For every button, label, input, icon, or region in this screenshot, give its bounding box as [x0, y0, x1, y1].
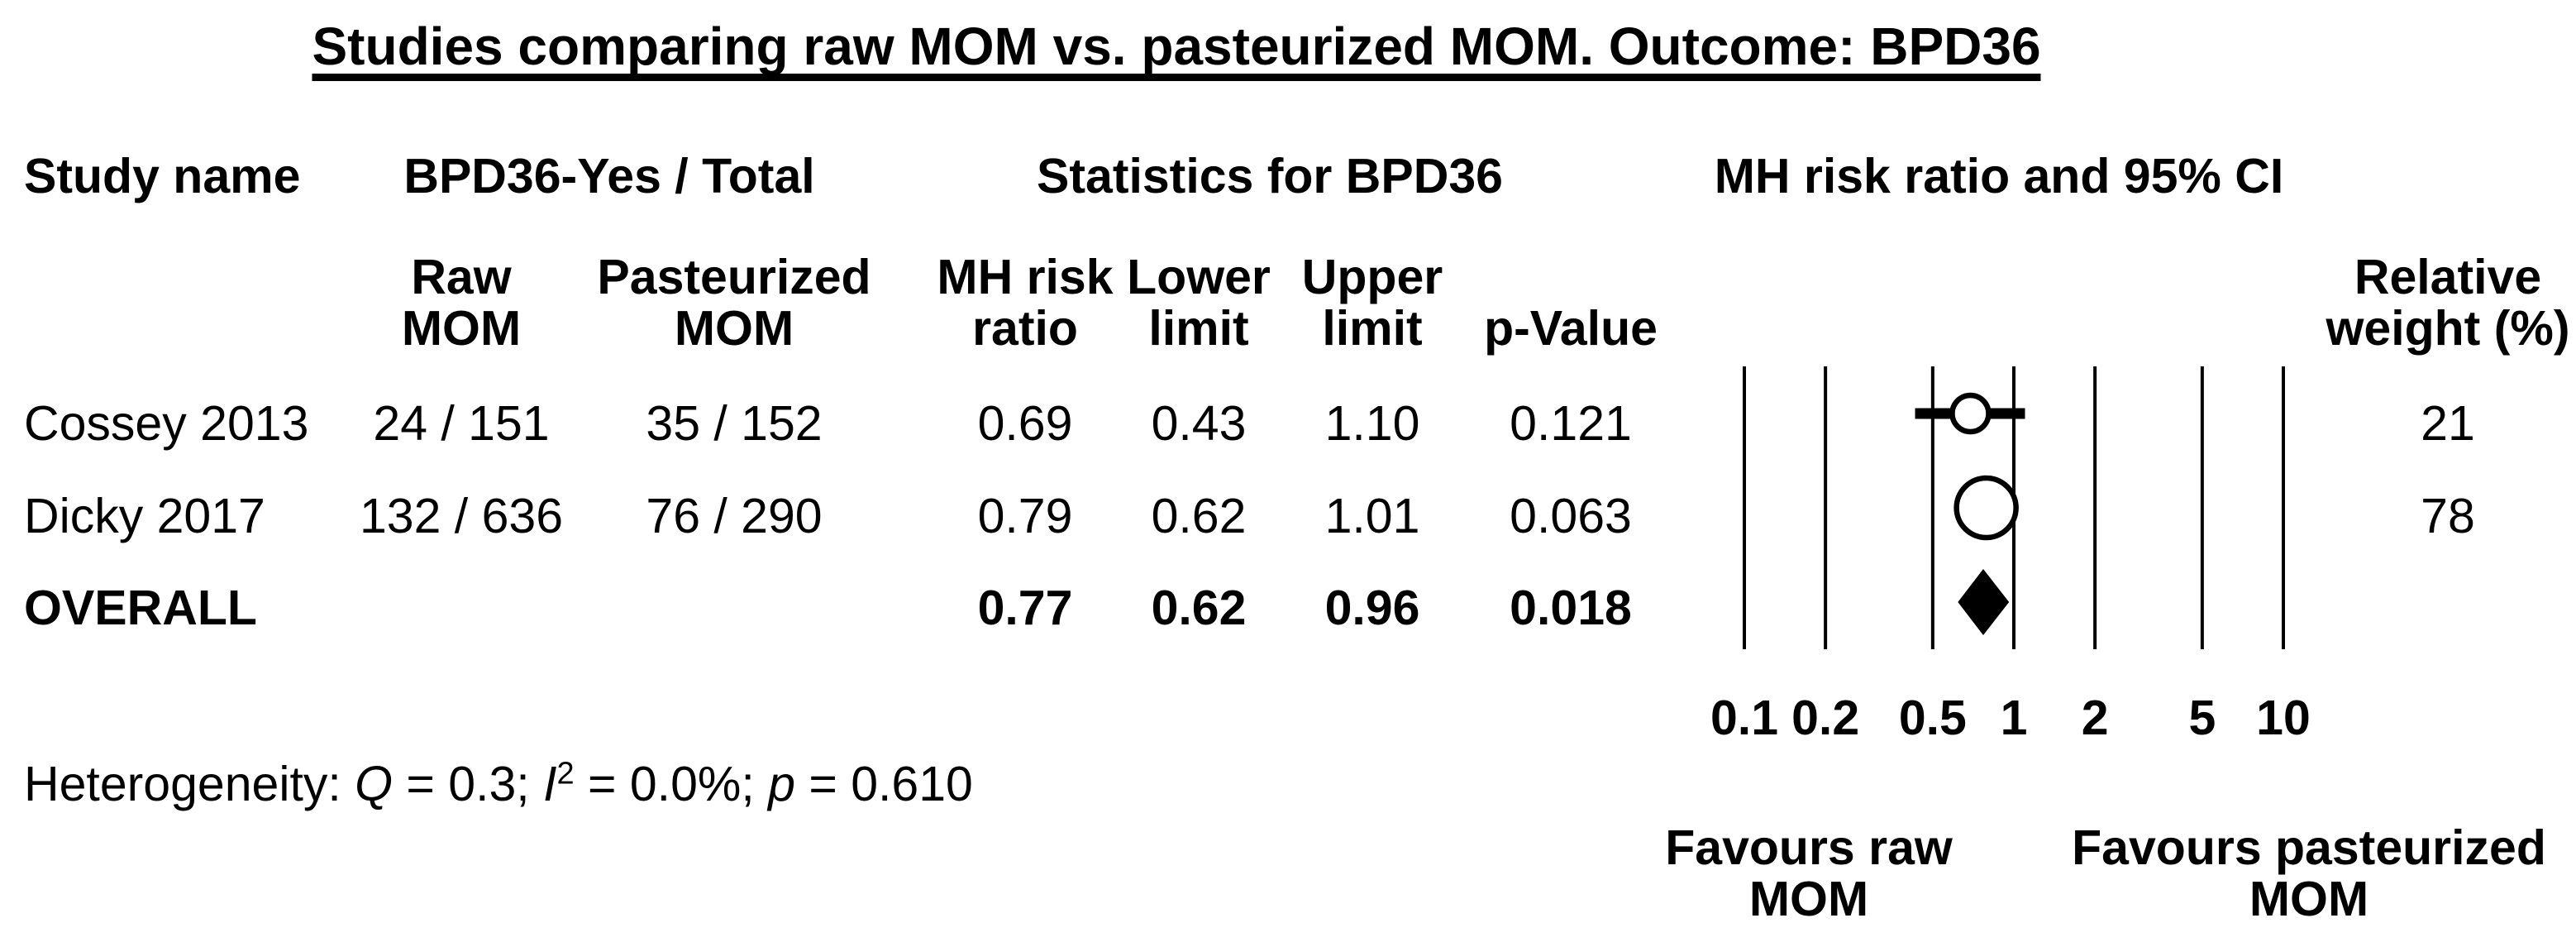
axis-tick-label-10: 10: [2256, 691, 2311, 745]
column-header-raw-mom: Raw MOM: [401, 250, 522, 356]
cell-study-name: Dicky 2017: [24, 489, 265, 543]
heterogeneity-i-superscript: 2: [556, 756, 575, 791]
cell-p-value: 0.063: [1510, 489, 1632, 543]
axis-tick-label-1: 1: [2000, 691, 2028, 745]
cell-relative-weight: 78: [2421, 489, 2475, 543]
cell-upper-limit: 1.10: [1324, 396, 1420, 451]
cell-mh-risk-ratio: 0.77: [977, 581, 1073, 635]
heterogeneity-note: Heterogeneity: Q = 0.3; I2 = 0.0%; p = 0…: [24, 756, 973, 811]
column-header-statistics-group: Statistics for BPD36: [1037, 149, 1503, 203]
column-header-p-value: p-Value: [1484, 301, 1658, 356]
cell-p-value: 0.018: [1510, 581, 1632, 635]
study-point-circle-marker: [1949, 392, 1992, 435]
favours-right-label: Favours pasteurized MOM: [2072, 820, 2546, 926]
axis-tick-label-0.1: 0.1: [1710, 691, 1779, 745]
column-header-mh-risk-ratio: MH risk ratio: [937, 250, 1114, 356]
axis-tick-label-0.2: 0.2: [1791, 691, 1860, 745]
cell-lower-limit: 0.62: [1151, 489, 1247, 543]
cell-relative-weight: 21: [2421, 396, 2475, 451]
heterogeneity-label: Heterogeneity:: [24, 757, 355, 811]
cell-mh-risk-ratio: 0.69: [977, 396, 1073, 451]
heterogeneity-i-symbol: I: [543, 757, 557, 811]
cell-lower-limit: 0.43: [1151, 396, 1247, 451]
column-header-plot-group: MH risk ratio and 95% CI: [1714, 149, 2284, 203]
cell-upper-limit: 0.96: [1324, 581, 1420, 635]
overall-diamond-marker: [1958, 569, 2010, 635]
cell-raw-mom: 24 / 151: [373, 396, 550, 451]
cell-mh-risk-ratio: 0.79: [977, 489, 1073, 543]
column-header-lower-limit: Lower limit: [1127, 250, 1271, 356]
column-header-pasteurized-mom: Pasteurized MOM: [597, 250, 871, 356]
cell-lower-limit: 0.62: [1151, 581, 1247, 635]
cell-study-name: OVERALL: [24, 581, 257, 635]
cell-study-name: Cossey 2013: [24, 396, 309, 451]
column-header-study-name: Study name: [24, 149, 301, 203]
study-point-circle-marker: [1953, 475, 2019, 541]
cell-pasteurized-mom: 35 / 152: [646, 396, 823, 451]
axis-tick-label-0.5: 0.5: [1898, 691, 1967, 745]
cell-pasteurized-mom: 76 / 290: [646, 489, 823, 543]
favours-left-label: Favours raw MOM: [1665, 820, 1953, 926]
axis-tick-label-2: 2: [2081, 691, 2109, 745]
heterogeneity-p-symbol: p: [768, 757, 795, 811]
column-header-events-group: BPD36-Yes / Total: [403, 149, 815, 203]
heterogeneity-q-symbol: Q: [355, 757, 394, 811]
cell-raw-mom: 132 / 636: [359, 489, 564, 543]
page-title: Studies comparing raw MOM vs. pasteurize…: [312, 20, 2041, 81]
axis-tick-label-5: 5: [2188, 691, 2216, 745]
cell-upper-limit: 1.01: [1324, 489, 1420, 543]
cell-p-value: 0.121: [1510, 396, 1632, 451]
column-header-relative-weight: Relative weight (%): [2326, 250, 2570, 356]
column-header-upper-limit: Upper limit: [1301, 250, 1443, 356]
